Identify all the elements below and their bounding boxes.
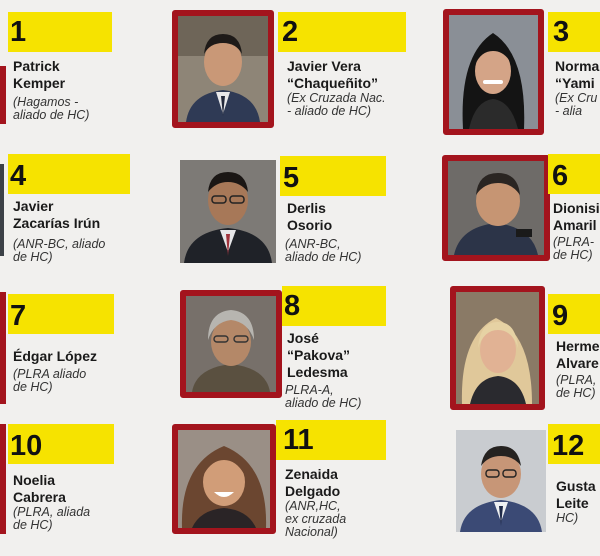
candidate-number: 6 — [552, 160, 569, 192]
candidate-name: José “Pakova” Ledesma — [287, 330, 351, 380]
candidate-name: Herme Alvare — [556, 338, 600, 371]
candidate-photo — [456, 430, 546, 532]
candidate-name: Dionisi Amaril — [553, 200, 600, 233]
candidate-photo — [172, 424, 276, 534]
left-edge-frame — [0, 66, 6, 124]
candidate-affiliation: (PLRA, de HC) — [556, 373, 597, 400]
candidate-number: 3 — [553, 16, 570, 48]
candidate-number: 12 — [552, 430, 585, 462]
candidate-photo — [172, 10, 274, 128]
candidate-name: Noelia Cabrera — [13, 472, 66, 505]
candidate-number: 5 — [283, 162, 300, 194]
number-highlight — [8, 424, 114, 464]
candidate-affiliation: (Ex Cru - alia — [555, 91, 598, 118]
candidate-photo — [450, 286, 545, 410]
candidate-affiliation: (ANR-BC, aliado de HC) — [13, 237, 106, 264]
number-highlight — [548, 424, 600, 464]
number-highlight — [278, 12, 406, 52]
left-edge-frame — [0, 424, 6, 534]
candidate-number: 10 — [10, 430, 43, 462]
candidate-affiliation: (Hagamos - aliado de HC) — [13, 95, 90, 122]
candidate-name: Gusta Leite — [556, 478, 596, 511]
candidate-name: Zenaida Delgado — [285, 466, 341, 499]
candidate-name: Édgar López — [13, 348, 98, 364]
candidate-photo — [180, 290, 282, 398]
candidate-number: 7 — [10, 300, 27, 332]
candidate-photo — [442, 155, 550, 261]
candidate-number: 9 — [552, 300, 569, 332]
candidate-name: Patrick Kemper — [13, 58, 66, 91]
candidate-number: 8 — [284, 290, 301, 322]
candidate-name: Derlis Osorio — [287, 200, 333, 233]
candidate-affiliation: (PLRA aliado de HC) — [13, 367, 87, 394]
candidate-number: 2 — [282, 16, 299, 48]
candidate-affiliation: (ANR,HC, ex cruzada Nacional) — [285, 499, 347, 539]
left-edge-photo — [0, 164, 4, 256]
number-highlight — [8, 294, 114, 334]
number-highlight — [280, 156, 386, 196]
candidate-affiliation: (ANR-BC, aliado de HC) — [285, 237, 362, 264]
number-highlight — [276, 420, 386, 460]
left-edge-frame — [0, 292, 6, 404]
candidate-affiliation: HC) — [556, 511, 579, 525]
candidate-name: Norma “Yami — [555, 58, 600, 91]
number-highlight — [282, 286, 386, 326]
number-highlight — [8, 12, 112, 52]
candidate-affiliation: (PLRA- de HC) — [553, 235, 594, 262]
candidate-number: 1 — [10, 16, 27, 48]
candidate-photo — [443, 9, 544, 135]
candidate-name: Javier Zacarías Irún — [13, 198, 101, 231]
number-highlight — [548, 294, 600, 334]
number-highlight — [8, 154, 130, 194]
candidate-affiliation: (PLRA, aliada de HC) — [13, 505, 91, 532]
candidate-number: 4 — [10, 160, 27, 192]
candidate-name: Javier Vera “Chaqueñito” — [287, 58, 378, 91]
candidate-affiliation: (Ex Cruzada Nac. - aliado de HC) — [287, 91, 386, 118]
candidate-affiliation: PLRA-A, aliado de HC) — [285, 383, 362, 410]
number-highlight — [548, 154, 600, 194]
candidate-number: 11 — [283, 424, 314, 456]
candidate-photo — [180, 160, 276, 263]
number-highlight — [548, 12, 600, 52]
